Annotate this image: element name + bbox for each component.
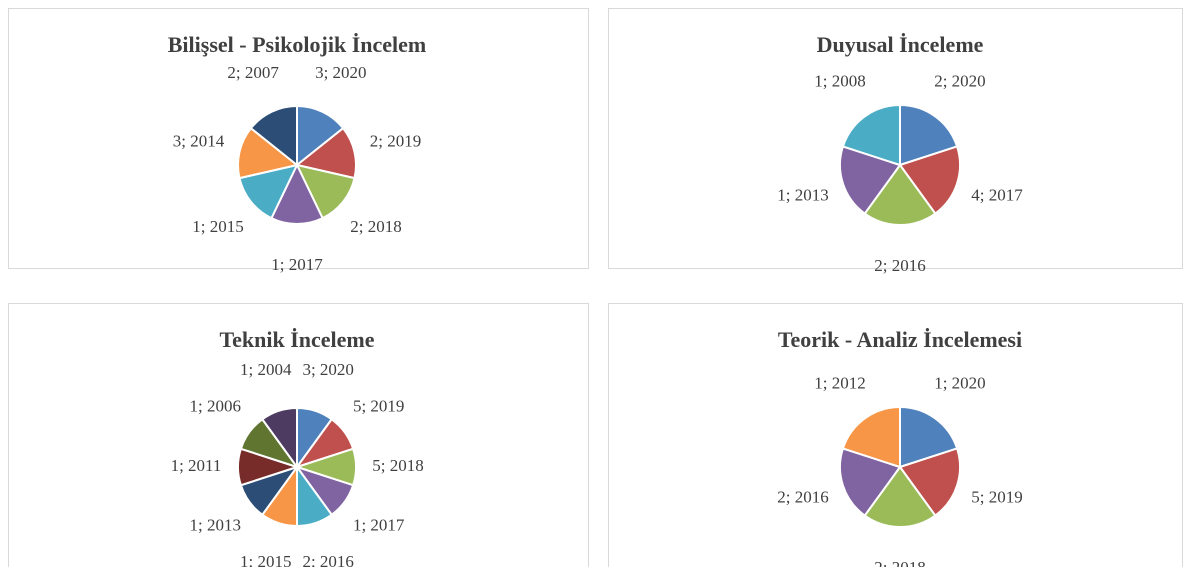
data-label: 2; 2018	[350, 217, 401, 236]
pie-slice	[238, 163, 299, 220]
data-label: 5; 2019	[353, 397, 404, 416]
chart-title: Teknik İnceleme	[219, 327, 374, 352]
data-label: 1; 2012	[814, 373, 865, 392]
pie-slice	[839, 145, 902, 215]
pie-slice	[841, 103, 901, 167]
data-label: 2; 2016	[777, 487, 828, 506]
data-label: 3; 2020	[315, 63, 366, 82]
pie-slice	[270, 162, 324, 225]
pie-slice	[899, 405, 959, 469]
pie-slice	[841, 405, 901, 469]
data-label: 1; 2015	[192, 217, 243, 236]
chart-title: Bilişsel - Psikolojik İncelem	[168, 32, 427, 57]
data-label: 2; 2018	[874, 558, 925, 567]
data-label: 1; 2013	[190, 515, 241, 534]
data-label: 1; 2004	[240, 360, 292, 379]
data-label: 1; 2017	[271, 255, 323, 274]
pie-slice	[249, 104, 298, 168]
data-label: 1; 2017	[353, 515, 405, 534]
pie-slice	[260, 406, 298, 471]
data-label: 1; 2008	[814, 71, 865, 90]
data-label: 5; 2019	[971, 487, 1022, 506]
pie-slice	[863, 465, 937, 528]
pie-slice	[863, 163, 937, 226]
pie-slice	[294, 126, 357, 180]
pie-slice	[898, 447, 961, 517]
data-label: 2; 2007	[227, 63, 279, 82]
data-label: 4; 2017	[971, 185, 1023, 204]
pie-slice	[899, 103, 959, 167]
pie-slice	[237, 126, 300, 180]
pie-slice	[898, 145, 961, 215]
chart-title: Duyusal İnceleme	[817, 32, 984, 57]
data-label: 1; 2006	[190, 397, 241, 416]
data-label: 1; 2020	[934, 373, 985, 392]
data-label: 3; 2014	[173, 131, 225, 150]
data-label: 2; 2016	[874, 256, 925, 275]
data-label: 2; 2019	[370, 131, 421, 150]
chart-title: Teorik - Analiz İncelemesi	[778, 327, 1022, 352]
data-label: 2; 2020	[934, 71, 985, 90]
data-label: 5; 2018	[372, 456, 423, 475]
data-label: 2; 2016	[302, 552, 353, 567]
data-label: 1; 2013	[777, 185, 828, 204]
pie-slice	[295, 163, 356, 220]
pie-slice	[296, 104, 345, 168]
data-label: 1; 2011	[171, 456, 222, 475]
data-label: 1; 2015	[240, 552, 291, 567]
pie-slice	[839, 447, 902, 517]
data-label: 3; 2020	[302, 360, 353, 379]
